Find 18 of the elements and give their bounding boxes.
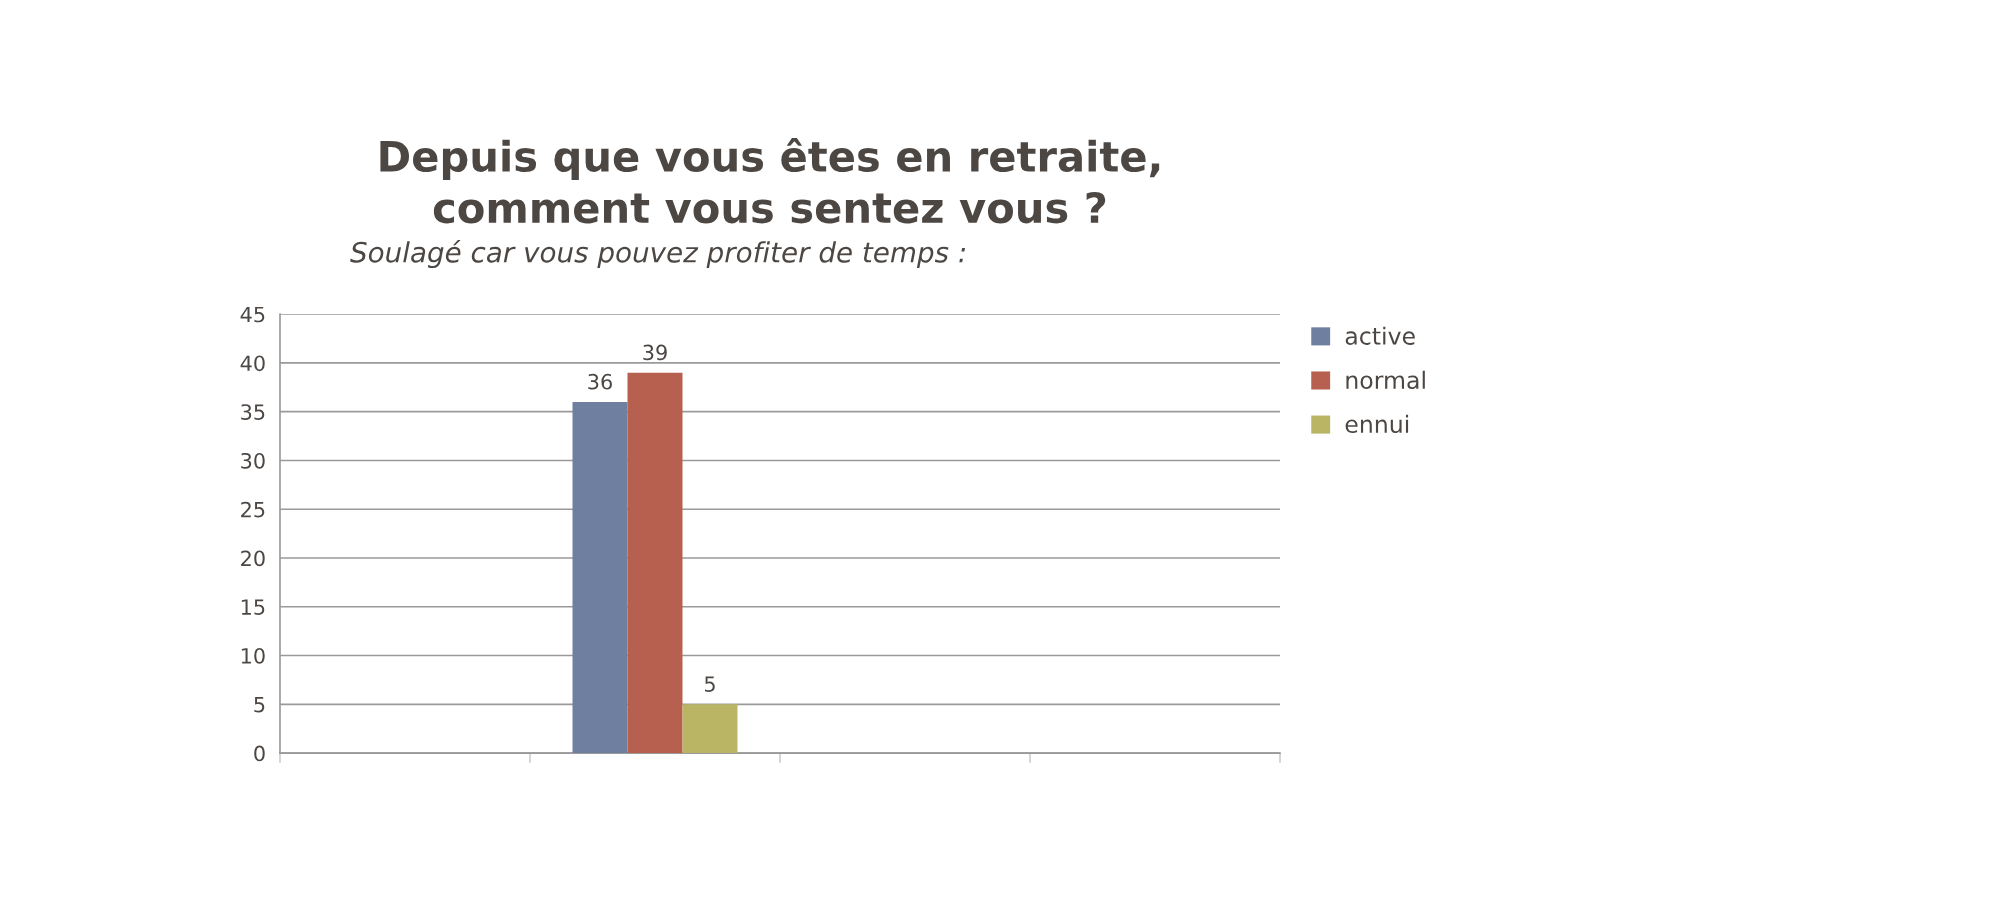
- legend-label: normal: [1346, 370, 1425, 390]
- y-tick-label: 20: [241, 550, 265, 567]
- data-label: 36: [588, 373, 612, 390]
- y-tick-label: 5: [254, 697, 265, 713]
- y-tick-label: 15: [241, 599, 265, 615]
- y-tick-label: 10: [241, 647, 265, 664]
- y-tick-label: 35: [241, 404, 265, 420]
- legend-label: active: [1345, 326, 1415, 345]
- y-tick-label: 40: [240, 355, 265, 372]
- data-label: 39: [643, 344, 667, 361]
- y-tick-label: 0: [254, 745, 265, 762]
- legend-label: ennui: [1345, 414, 1409, 434]
- chart-subtitle: Soulagé car vous pouvez profiter de temps :: [350, 240, 965, 269]
- y-tick-label: 45: [240, 306, 265, 323]
- y-tick-label: 30: [241, 452, 265, 469]
- y-tick-label: 25: [241, 501, 265, 518]
- data-label: 5: [704, 676, 715, 692]
- chart-title: Depuis que vous êtes en retraite, comment vous sentez vous ?: [380, 138, 1160, 224]
